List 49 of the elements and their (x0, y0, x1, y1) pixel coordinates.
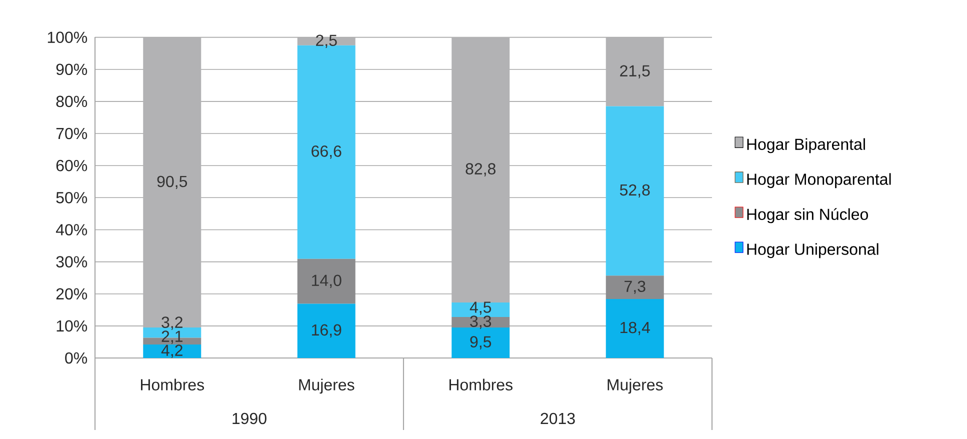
bar (452, 302, 510, 317)
bar (606, 298, 664, 358)
data-label: 52,8 (620, 184, 650, 198)
y-tick-label: 40% (56, 224, 88, 236)
bar (606, 37, 664, 106)
bar (297, 304, 356, 358)
data-label: 2,1 (162, 330, 182, 344)
y-tick-label: 10% (56, 320, 88, 332)
y-tick-label: 60% (56, 160, 88, 172)
text: 2013 (540, 412, 575, 424)
bar (143, 37, 202, 328)
data-label: 16,9 (312, 324, 342, 338)
bar (452, 37, 510, 303)
data-label: 66,6 (312, 146, 342, 159)
data-label: 90,5 (157, 176, 188, 190)
x-tick-label: Mujeres (608, 378, 663, 394)
data-label: 82,8 (466, 163, 496, 176)
data-label: 3,3 (470, 316, 492, 329)
data-label: 7,3 (624, 280, 646, 294)
bar (143, 344, 202, 358)
y-tick-label: 30% (56, 256, 88, 268)
x-tick-label: Hombres (449, 378, 512, 390)
data-label: 4,5 (470, 302, 492, 315)
data-label: 2,5 (316, 34, 337, 48)
text: 1990 (232, 412, 266, 424)
y-tick-label: 70% (56, 128, 88, 140)
data-label: 4,2 (161, 344, 182, 358)
data-label: 18,4 (620, 322, 650, 336)
bar (606, 106, 664, 276)
x-tick-label: Hombres (140, 378, 204, 390)
y-tick-label: 80% (56, 96, 88, 108)
bar (606, 276, 664, 299)
data-label: 21,5 (620, 65, 650, 78)
data-label: 14,0 (312, 274, 342, 288)
legend-label: Hogar sin Núcleo (747, 208, 868, 224)
bar (452, 316, 510, 328)
x-tick-label: Mujeres (299, 378, 354, 394)
legend-label: Hogar Biparental (747, 138, 865, 154)
y-tick-label: 100% (48, 32, 88, 43)
y-tick-label: 0% (65, 352, 88, 364)
bar (297, 258, 356, 304)
data-label: 3,2 (162, 316, 182, 330)
legend-label: Hogar Monoparental (747, 173, 891, 188)
y-tick-label: 50% (56, 192, 88, 204)
y-tick-label: 20% (56, 288, 88, 300)
data-label: 9,5 (470, 336, 492, 350)
y-tick-label: 90% (56, 64, 88, 76)
legend-label: Hogar Unipersonal (747, 243, 878, 258)
bar (452, 328, 510, 358)
